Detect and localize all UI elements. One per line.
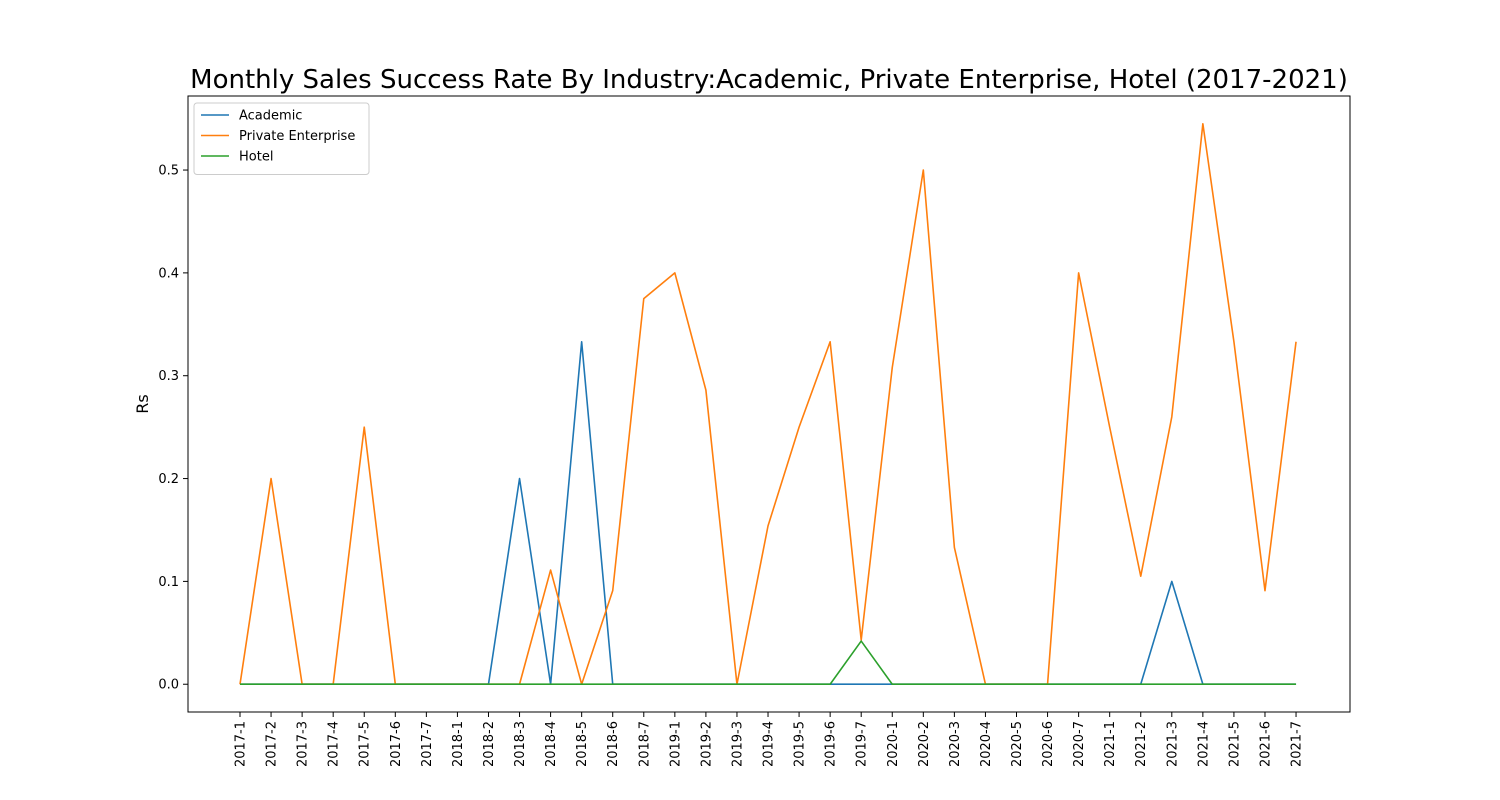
x-tick-label: 2019-5 [793, 721, 808, 767]
x-tick-label: 2019-4 [762, 721, 777, 767]
plot-area [239, 122, 1297, 686]
x-tick-label: 2019-1 [668, 721, 683, 767]
legend-label: Private Enterprise [239, 129, 355, 144]
x-tick-label: 2020-2 [917, 721, 932, 767]
x-tick-label: 2018-4 [544, 721, 559, 767]
x-tick-label: 2020-1 [886, 721, 901, 767]
x-tick-label: 2017-7 [420, 721, 435, 767]
y-tick-label: 0.5 [158, 164, 179, 179]
legend-label: Hotel [239, 150, 273, 165]
legend: Academic Private Enterprise Hotel [193, 102, 370, 175]
x-tick-label: 2021-7 [1290, 721, 1305, 767]
x-tick-label: 2018-3 [513, 721, 528, 767]
series-line-private-enterprise [239, 122, 1297, 686]
x-tick-label: 2019-3 [730, 721, 745, 767]
x-tick-label: 2018-7 [637, 721, 652, 767]
x-tick-label: 2017-5 [358, 721, 373, 767]
x-tick-label: 2018-5 [575, 721, 590, 767]
y-axis: 0.0 0.1 0.2 0.3 0.4 0.5 [158, 164, 188, 693]
y-tick-label: 0.2 [158, 472, 179, 487]
x-tick-label: 2020-5 [1010, 721, 1025, 767]
x-tick-label: 2021-6 [1258, 721, 1273, 767]
x-tick-label: 2020-4 [979, 721, 994, 767]
y-tick-label: 0.1 [158, 575, 179, 590]
x-axis: 2017-1 2017-2 2017-3 2017-4 2017-5 2017-6 2017… [234, 712, 1305, 767]
chart-title: Monthly Sales Success Rate By Industry:A… [190, 65, 1348, 95]
x-tick-label: 2017-3 [296, 721, 311, 767]
x-tick-label: 2019-2 [699, 721, 714, 767]
x-tick-label: 2019-6 [824, 721, 839, 767]
y-tick-label: 0.0 [158, 678, 179, 693]
x-tick-label: 2020-7 [1072, 721, 1087, 767]
x-tick-label: 2017-1 [234, 721, 249, 767]
x-tick-label: 2018-1 [451, 721, 466, 767]
x-tick-label: 2021-4 [1196, 721, 1211, 767]
x-tick-label: 2020-3 [948, 721, 963, 767]
x-tick-label: 2021-2 [1134, 721, 1149, 767]
series-line-academic [240, 340, 1297, 686]
x-tick-label: 2019-7 [855, 721, 870, 767]
x-tick-label: 2018-6 [606, 721, 621, 767]
x-tick-label: 2021-5 [1227, 721, 1242, 767]
legend-box [193, 102, 370, 175]
series-line-hotel [240, 640, 1297, 686]
y-axis-label: Rs [133, 394, 152, 413]
x-tick-label: 2017-2 [265, 721, 280, 767]
y-tick-label: 0.3 [158, 369, 179, 384]
x-tick-label: 2021-3 [1165, 721, 1180, 767]
x-tick-label: 2017-4 [327, 721, 342, 767]
x-tick-label: 2018-2 [482, 721, 497, 767]
axes-frame [187, 95, 1351, 713]
x-tick-label: 2021-1 [1103, 721, 1118, 767]
x-tick-label: 2020-6 [1041, 721, 1056, 767]
legend-label: Academic [239, 109, 302, 124]
y-tick-label: 0.4 [158, 266, 179, 281]
x-tick-label: 2017-6 [389, 721, 404, 767]
